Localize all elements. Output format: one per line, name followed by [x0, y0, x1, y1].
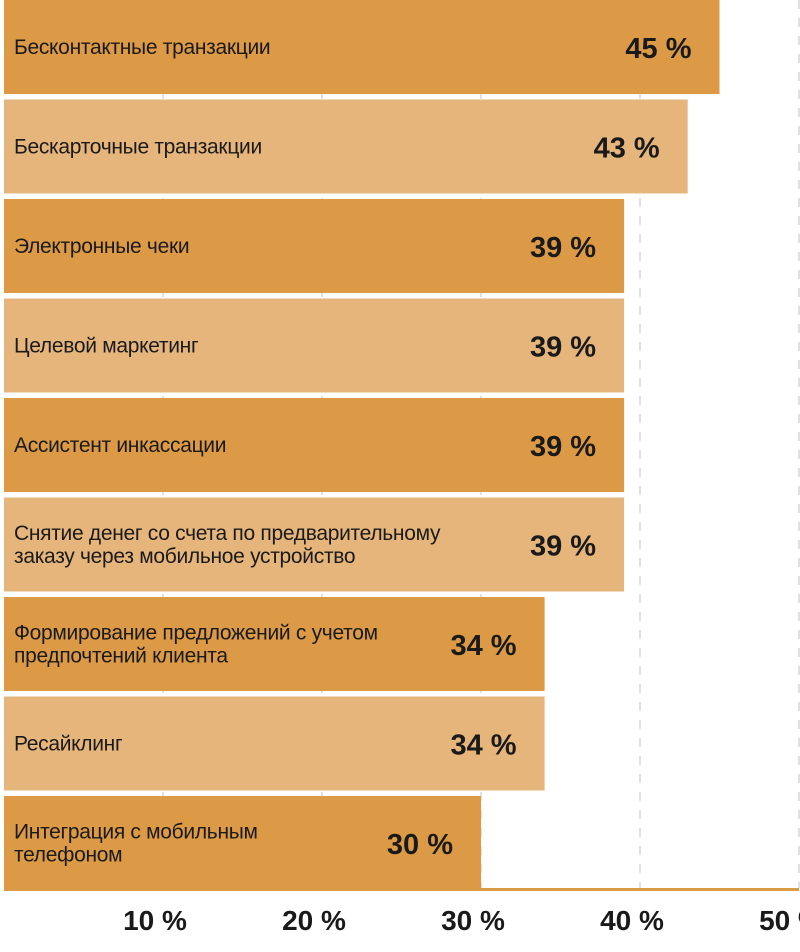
bar-8 [4, 696, 545, 791]
bar-6 [4, 497, 625, 592]
x-axis-line [4, 888, 799, 891]
tick-label-50: 50 % [759, 905, 800, 936]
value-label-3: 39 % [530, 232, 596, 264]
bar-label-5: Ассистент инкассации [14, 434, 226, 457]
bar-label-8: Ресайклинг [14, 733, 123, 756]
bar-label-6: Снятие денег со счета по предварительном… [14, 522, 441, 568]
bar-label-2: Бескарточные транзакции [14, 136, 262, 159]
bar-5 [4, 398, 625, 492]
value-label-9: 30 % [387, 829, 453, 861]
bar-label-3: Электронные чеки [14, 235, 189, 258]
bar-label-4: Целевой маркетинг [14, 335, 199, 358]
bar-3 [4, 199, 625, 293]
tick-label-10: 10 % [123, 905, 187, 936]
value-label-8: 34 % [450, 730, 516, 762]
value-label-1: 45 % [625, 33, 691, 65]
bar-1 [4, 0, 720, 94]
tick-label-20: 20 % [282, 905, 346, 936]
bar-9 [4, 796, 481, 890]
bar-label-9: Интеграция с мобильным телефоном [14, 821, 258, 867]
bar-7 [4, 597, 545, 691]
tick-label-30: 30 % [441, 905, 505, 936]
tick-label-40: 40 % [600, 905, 664, 936]
value-label-4: 39 % [530, 332, 596, 364]
bar-2 [4, 99, 688, 194]
value-label-2: 43 % [594, 133, 660, 165]
value-label-6: 39 % [530, 531, 596, 563]
bar-4 [4, 298, 625, 393]
bar-label-7: Формирование предложений с учетом предпоч… [14, 622, 378, 668]
bar-label-1: Бесконтактные транзакции [14, 36, 270, 59]
value-label-5: 39 % [530, 431, 596, 463]
value-label-7: 34 % [450, 630, 516, 662]
